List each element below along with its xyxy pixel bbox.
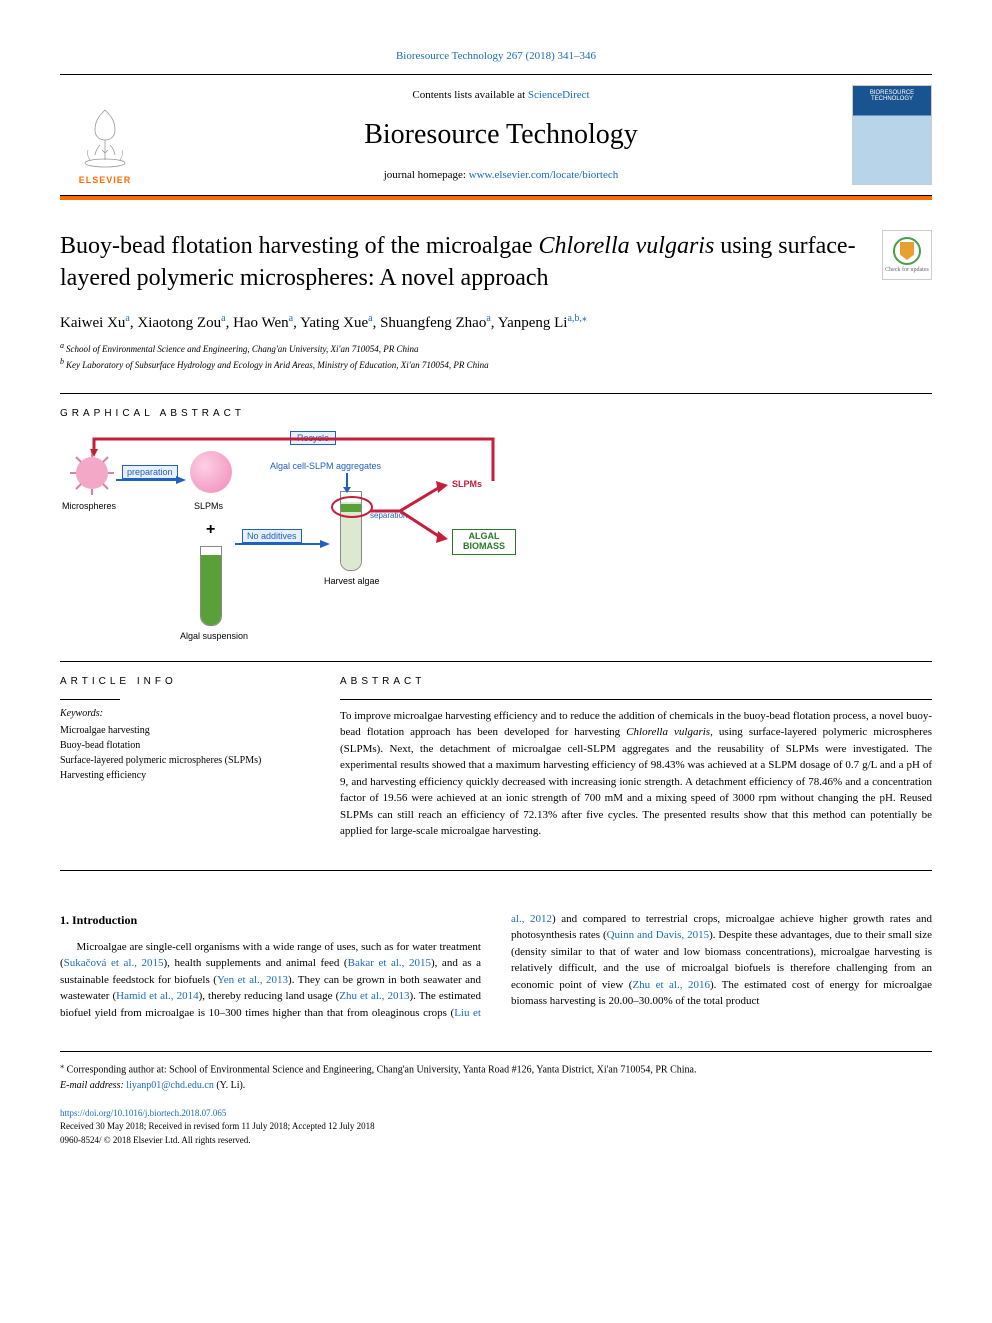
journal-cover-thumbnail: BIORESOURCE TECHNOLOGY bbox=[852, 85, 932, 185]
citation-link[interactable]: Sukačová et al., 2015 bbox=[64, 957, 164, 969]
divider bbox=[60, 870, 932, 871]
author: Hao Wen bbox=[233, 315, 289, 331]
branch-arrows-red-icon bbox=[370, 481, 450, 561]
contents-line: Contents lists available at ScienceDirec… bbox=[170, 89, 832, 101]
plus-icon: + bbox=[206, 521, 215, 539]
affiliation: bKey Laboratory of Subsurface Hydrology … bbox=[60, 356, 932, 373]
ga-slpms-label: SLPMs bbox=[194, 501, 223, 511]
citation-link[interactable]: Hamid et al., 2014 bbox=[116, 990, 198, 1002]
arrow-right-blue-icon bbox=[235, 539, 330, 549]
article-title: Buoy-bead flotation harvesting of the mi… bbox=[60, 230, 862, 295]
keyword-item: Surface-layered polymeric microspheres (… bbox=[60, 753, 300, 768]
affiliations: aSchool of Environmental Science and Eng… bbox=[60, 340, 932, 373]
copyright-line: 0960-8524/ © 2018 Elsevier Ltd. All righ… bbox=[60, 1134, 932, 1148]
elsevier-text: ELSEVIER bbox=[79, 175, 132, 185]
title-species: Chlorella vulgaris bbox=[539, 233, 715, 259]
journal-title: Bioresource Technology bbox=[170, 119, 832, 151]
author-sup: a bbox=[486, 313, 490, 324]
email-suffix: (Y. Li). bbox=[214, 1080, 245, 1091]
author: Kaiwei Xu bbox=[60, 315, 125, 331]
citation-link[interactable]: Zhu et al., 2016 bbox=[632, 979, 710, 991]
keyword-item: Harvesting efficiency bbox=[60, 768, 300, 783]
journal-header: ELSEVIER Contents lists available at Sci… bbox=[60, 74, 932, 196]
affiliation: aSchool of Environmental Science and Eng… bbox=[60, 340, 932, 357]
citation-link[interactable]: Zhu et al., 2013 bbox=[339, 990, 409, 1002]
ga-microsphere-label: Microspheres bbox=[62, 501, 116, 511]
elsevier-logo: ELSEVIER bbox=[60, 85, 150, 185]
mini-divider bbox=[340, 699, 932, 700]
contents-prefix: Contents lists available at bbox=[412, 89, 527, 101]
keyword-item: Microalgae harvesting bbox=[60, 723, 300, 738]
divider bbox=[60, 661, 932, 662]
ga-harvest-label: Harvest algae bbox=[324, 576, 380, 586]
body-part: ), thereby reducing land usage ( bbox=[199, 990, 340, 1002]
section-heading: 1. Introduction bbox=[60, 911, 481, 929]
homepage-prefix: journal homepage: bbox=[384, 169, 469, 181]
received-line: Received 30 May 2018; Received in revise… bbox=[60, 1120, 932, 1134]
footer-meta: https://doi.org/10.1016/j.biortech.2018.… bbox=[60, 1107, 932, 1148]
article-info-label: ARTICLE INFO bbox=[60, 676, 300, 687]
homepage-line: journal homepage: www.elsevier.com/locat… bbox=[170, 169, 832, 181]
graphical-abstract: Microspheres preparation SLPMs + Algal s… bbox=[60, 431, 560, 641]
author: Yating Xue bbox=[300, 315, 368, 331]
graphical-abstract-label: GRAPHICAL ABSTRACT bbox=[60, 408, 932, 419]
keyword-item: Buoy-bead flotation bbox=[60, 738, 300, 753]
updates-text: Check for updates bbox=[885, 267, 929, 273]
keywords-list: Microalgae harvestingBuoy-bead flotation… bbox=[60, 723, 300, 783]
citation-link[interactable]: Quinn and Davis, 2015 bbox=[607, 929, 709, 941]
abstract-text: To improve microalgae harvesting efficie… bbox=[340, 708, 932, 840]
author-sup: a bbox=[221, 313, 225, 324]
orange-divider bbox=[60, 196, 932, 200]
abstract-part: , using surface-layered polymeric micros… bbox=[340, 726, 932, 837]
homepage-link[interactable]: www.elsevier.com/locate/biortech bbox=[469, 169, 619, 181]
highlight-circle-icon bbox=[330, 495, 374, 519]
journal-reference: Bioresource Technology 267 (2018) 341–34… bbox=[60, 50, 932, 62]
citation-link[interactable]: Yen et al., 2013 bbox=[217, 974, 288, 986]
author: Yanpeng Li bbox=[498, 315, 568, 331]
ga-algal-susp-label: Algal suspension bbox=[180, 631, 248, 641]
author: Xiaotong Zou bbox=[137, 315, 221, 331]
recycle-arrow-red-icon bbox=[88, 433, 498, 483]
doi-link[interactable]: https://doi.org/10.1016/j.biortech.2018.… bbox=[60, 1108, 226, 1118]
ga-algal-biomass-label: ALGAL BIOMASS bbox=[452, 529, 516, 555]
body-text: 1. Introduction Microalgae are single-ce… bbox=[60, 911, 932, 1022]
elsevier-tree-icon bbox=[70, 105, 140, 175]
abstract-species: Chlorella vulgaris bbox=[626, 726, 710, 738]
abstract-label: ABSTRACT bbox=[340, 676, 932, 687]
corr-text: Corresponding author at: School of Envir… bbox=[64, 1065, 696, 1076]
divider bbox=[60, 393, 932, 394]
cover-title: BIORESOURCE TECHNOLOGY bbox=[853, 86, 931, 106]
keywords-label: Keywords: bbox=[60, 708, 300, 719]
check-updates-badge[interactable]: Check for updates bbox=[882, 230, 932, 280]
citation-link[interactable]: Bakar et al., 2015 bbox=[348, 957, 431, 969]
author: Shuangfeng Zhao bbox=[380, 315, 486, 331]
author-sup: a bbox=[125, 313, 129, 324]
tube-algal-suspension-icon bbox=[200, 546, 222, 626]
author-sup: a,b,⁎ bbox=[567, 313, 586, 324]
authors-list: Kaiwei Xua, Xiaotong Zoua, Hao Wena, Yat… bbox=[60, 313, 932, 332]
sciencedirect-link[interactable]: ScienceDirect bbox=[528, 89, 590, 101]
title-pre: Buoy-bead flotation harvesting of the mi… bbox=[60, 233, 539, 259]
author-sup: a bbox=[368, 313, 372, 324]
footnotes: ⁎ Corresponding author at: School of Env… bbox=[60, 1051, 932, 1092]
email-label: E-mail address: bbox=[60, 1080, 126, 1091]
email-link[interactable]: liyanp01@chd.edu.cn bbox=[126, 1080, 214, 1091]
mini-divider bbox=[60, 699, 120, 700]
body-part: ), health supplements and animal feed ( bbox=[164, 957, 348, 969]
author-sup: a bbox=[289, 313, 293, 324]
